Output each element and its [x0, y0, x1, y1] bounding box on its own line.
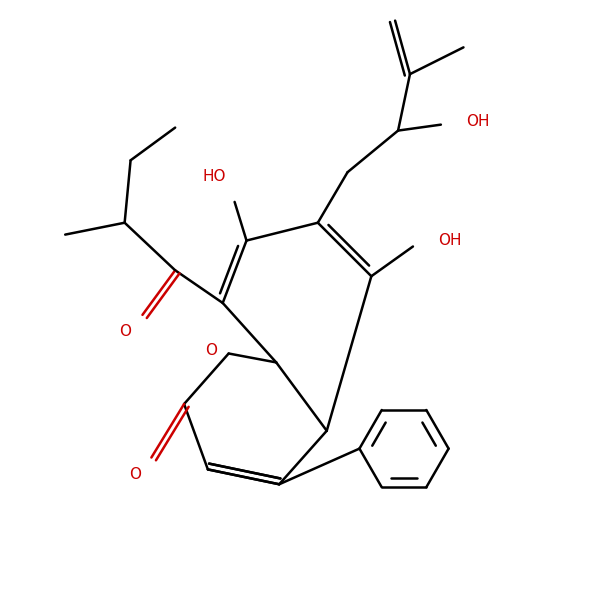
Text: O: O [205, 343, 217, 358]
Text: O: O [129, 467, 141, 482]
Text: HO: HO [202, 169, 226, 184]
Text: OH: OH [438, 233, 461, 248]
Text: O: O [119, 324, 131, 339]
Text: OH: OH [466, 114, 490, 129]
